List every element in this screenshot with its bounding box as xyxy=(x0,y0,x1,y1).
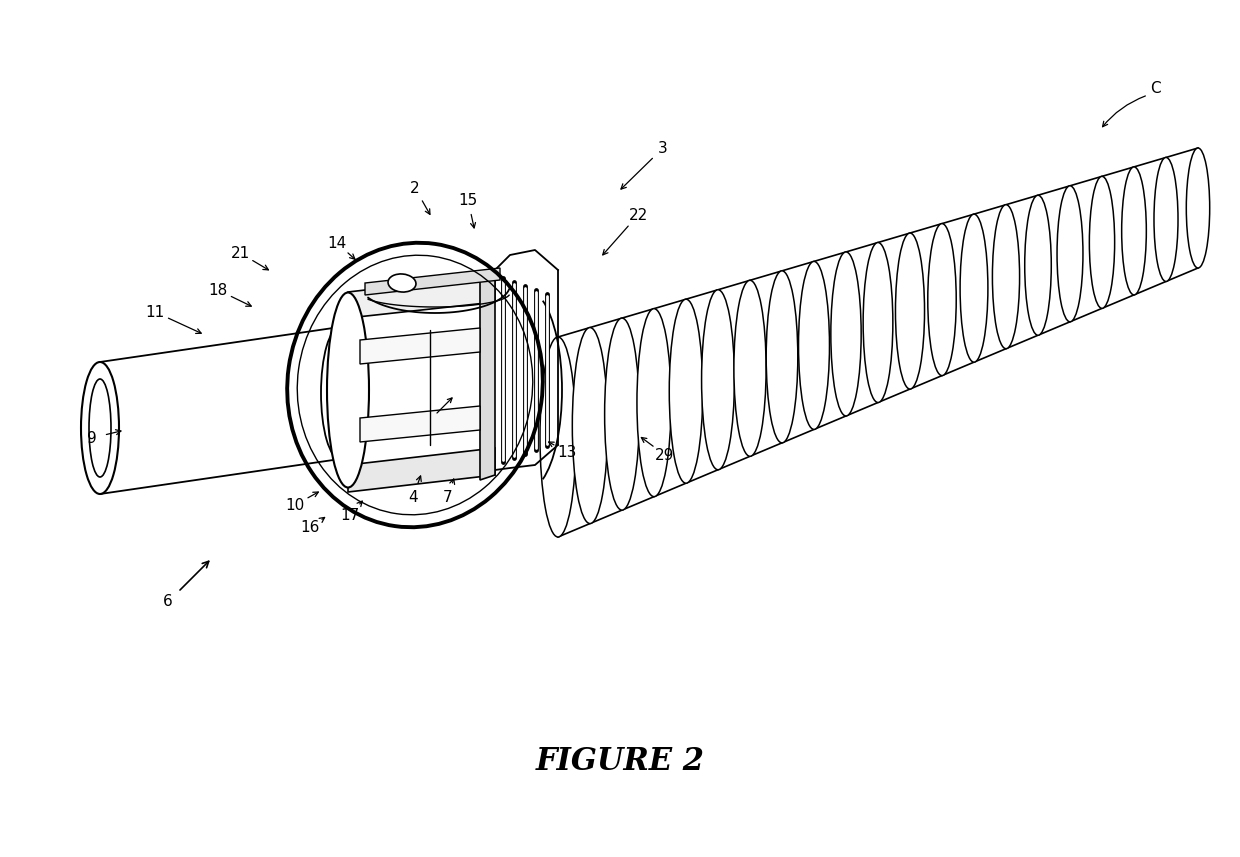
Ellipse shape xyxy=(1056,186,1083,321)
Ellipse shape xyxy=(573,327,608,524)
Polygon shape xyxy=(360,406,480,442)
Text: 3: 3 xyxy=(658,141,668,155)
Text: 14: 14 xyxy=(327,236,347,250)
Ellipse shape xyxy=(1154,158,1178,281)
Ellipse shape xyxy=(605,318,640,510)
Ellipse shape xyxy=(327,292,370,488)
Polygon shape xyxy=(348,275,495,318)
Polygon shape xyxy=(360,328,480,364)
Ellipse shape xyxy=(81,362,119,494)
Ellipse shape xyxy=(895,233,925,389)
Ellipse shape xyxy=(670,299,703,483)
Text: 18: 18 xyxy=(208,283,228,297)
Text: 11: 11 xyxy=(145,304,165,320)
Text: 16: 16 xyxy=(300,520,320,536)
Text: FIGURE 2: FIGURE 2 xyxy=(536,746,704,777)
Text: 15: 15 xyxy=(459,193,477,207)
Text: 7: 7 xyxy=(443,489,453,505)
Ellipse shape xyxy=(928,224,956,375)
Text: 2: 2 xyxy=(410,181,420,195)
Ellipse shape xyxy=(702,290,734,470)
Ellipse shape xyxy=(1024,195,1052,335)
Ellipse shape xyxy=(766,271,797,443)
Ellipse shape xyxy=(89,379,112,477)
Ellipse shape xyxy=(388,274,415,292)
Ellipse shape xyxy=(960,214,988,363)
Ellipse shape xyxy=(863,243,893,403)
Ellipse shape xyxy=(539,337,577,537)
Ellipse shape xyxy=(1090,177,1115,309)
Text: 22: 22 xyxy=(629,207,647,223)
Text: 13: 13 xyxy=(557,445,577,459)
Ellipse shape xyxy=(637,309,671,497)
Text: 29: 29 xyxy=(655,447,675,463)
Polygon shape xyxy=(348,448,495,492)
Text: 10: 10 xyxy=(285,498,305,512)
Ellipse shape xyxy=(799,261,830,429)
Ellipse shape xyxy=(992,205,1019,349)
Text: 21: 21 xyxy=(231,245,249,261)
Text: 17: 17 xyxy=(340,507,360,523)
Ellipse shape xyxy=(831,252,861,416)
Text: 9: 9 xyxy=(87,430,97,446)
Text: C: C xyxy=(1149,81,1161,95)
Polygon shape xyxy=(480,275,495,480)
Text: 6: 6 xyxy=(164,595,172,609)
Text: 4: 4 xyxy=(408,489,418,505)
Ellipse shape xyxy=(1187,148,1210,268)
Ellipse shape xyxy=(734,280,766,456)
Ellipse shape xyxy=(1122,167,1146,295)
Polygon shape xyxy=(365,268,500,295)
